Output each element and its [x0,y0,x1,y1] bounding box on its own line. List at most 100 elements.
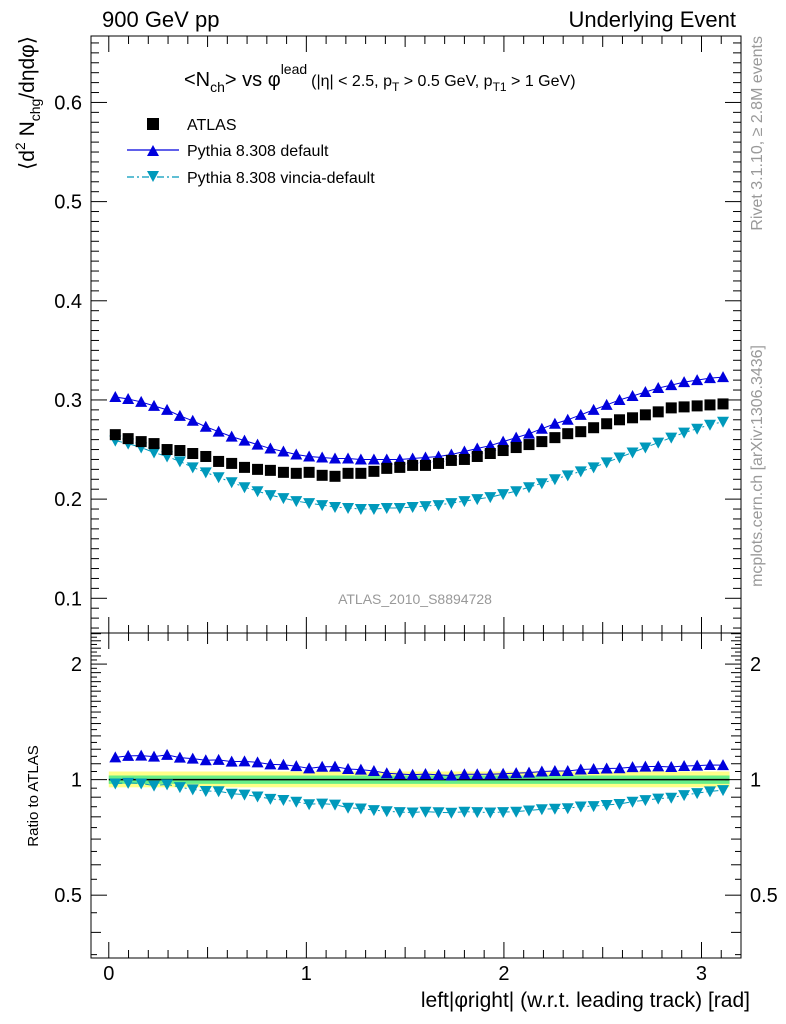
ratio-point-pythia-vincia [316,798,329,810]
main-y-axis: 0.1 0.2 0.3 0.4 0.5 0.6 [54,42,741,629]
ylabel-sup-a: 2 [12,142,28,150]
point-atlas [355,467,367,479]
ratio-point-pythia-vincia [445,807,458,819]
point-pythia-default [277,445,290,457]
point-atlas [717,398,729,410]
point-pythia-default [574,408,587,420]
ratio-point-pythia-vincia [717,785,730,797]
main-marks [109,371,730,516]
ratio-point-pythia-default [471,768,484,780]
point-atlas [342,467,354,479]
main-y-tick-label: 0.5 [54,192,82,214]
title-part-c: (|η| < 2.5, p [311,73,392,90]
x-tick-label: 0 [103,963,114,985]
point-atlas [665,402,677,414]
ratio-point-pythia-default [445,769,458,781]
point-atlas [510,442,522,454]
ratio-point-pythia-vincia [691,788,704,800]
point-atlas [200,450,212,462]
ratio-point-pythia-vincia [251,791,264,803]
x-tick-label: 2 [498,963,509,985]
ylabel-part-a: ⟨d [16,150,39,170]
point-pythia-vincia [277,493,290,505]
ratio-frame [90,632,742,959]
point-pythia-default [238,434,251,446]
point-pythia-vincia [148,447,161,459]
point-atlas [652,406,664,418]
title-sup-b: lead [281,61,307,77]
point-atlas [549,432,561,444]
point-pythia-default [717,371,730,383]
point-pythia-vincia [471,494,484,506]
title-sub-c: T [392,80,400,94]
main-y-tick-label: 0.6 [54,92,82,114]
point-pythia-default [419,451,432,463]
ratio-point-pythia-vincia [342,802,355,814]
title-part-a: <N [184,69,210,91]
ratio-point-pythia-default [186,752,199,764]
ratio-point-pythia-default [393,768,406,780]
point-pythia-default [561,413,574,425]
ratio-point-pythia-vincia [277,794,290,806]
point-pythia-default [251,438,264,450]
point-pythia-vincia [445,498,458,510]
ratio-point-pythia-default [561,765,574,777]
point-pythia-vincia [678,427,691,439]
ratio-y-tick-label-right: 0.5 [750,885,778,907]
legend-marker-atlas [147,118,159,130]
point-atlas [122,433,134,445]
point-pythia-default [393,453,406,465]
point-pythia-vincia [600,457,613,469]
point-pythia-vincia [652,437,665,449]
point-pythia-vincia [316,500,329,512]
ratio-point-pythia-default [497,767,510,779]
point-atlas [588,422,600,434]
point-pythia-default [703,372,716,384]
point-pythia-default [173,409,186,421]
point-pythia-default [652,382,665,394]
ratio-point-pythia-default [419,768,432,780]
ratio-point-pythia-vincia [419,806,432,818]
ratio-point-pythia-vincia [458,806,471,818]
point-pythia-vincia [251,486,264,498]
point-pythia-vincia [328,502,341,514]
ratio-point-pythia-default [691,759,704,771]
ratio-point-pythia-vincia [367,805,380,817]
point-pythia-vincia [587,462,600,474]
point-pythia-vincia [703,419,716,431]
ratio-point-pythia-default [458,768,471,780]
point-atlas [148,438,160,450]
point-pythia-vincia [665,432,678,444]
point-pythia-vincia [186,462,199,474]
ratio-point-pythia-vincia [173,782,186,794]
ratio-point-pythia-vincia [678,790,691,802]
x-tick-label: 3 [696,963,707,985]
ylabel-sub-b: chg [27,99,43,122]
legend-label-vincia: Pythia 8.308 vincia-default [187,170,375,187]
point-atlas [471,450,483,462]
ratio-point-pythia-default [328,760,341,772]
point-atlas [264,464,276,476]
point-pythia-vincia [574,466,587,478]
point-atlas [381,462,393,474]
ratio-point-pythia-vincia [199,786,212,798]
point-pythia-default [380,453,393,465]
ratio-y-tick-label-right: 2 [750,654,761,676]
point-atlas [536,436,548,448]
point-atlas [691,400,703,412]
ratio-point-pythia-vincia [135,778,148,790]
ratio-point-pythia-vincia [432,807,445,819]
ylabel-part-b: N [16,121,39,142]
ratio-point-pythia-default [432,768,445,780]
point-pythia-default [148,399,161,411]
point-pythia-default [613,393,626,405]
ratio-point-pythia-default [303,762,316,774]
ratio-point-pythia-vincia [328,799,341,811]
point-pythia-default [186,414,199,426]
point-pythia-default [264,442,277,454]
point-pythia-vincia [303,498,316,510]
point-atlas [239,461,251,473]
point-pythia-vincia [393,503,406,515]
point-atlas [174,445,186,457]
